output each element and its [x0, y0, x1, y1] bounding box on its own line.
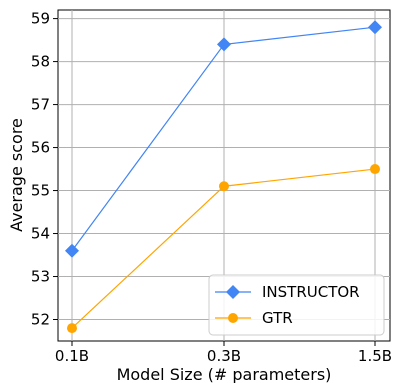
- data-point-gtr: [219, 181, 229, 192]
- legend-label-instructor: INSTRUCTOR: [262, 283, 360, 301]
- legend-label-gtr: GTR: [262, 309, 293, 327]
- legend-marker-gtr: [228, 313, 238, 323]
- y-tick-label: 57: [31, 96, 50, 114]
- x-axis-label: Model Size (# parameters): [117, 365, 332, 383]
- data-point-instructor: [217, 37, 231, 52]
- data-point-gtr: [67, 323, 77, 334]
- y-tick-label: 58: [31, 53, 50, 71]
- y-tick-label: 55: [31, 182, 50, 200]
- y-tick-label: 53: [31, 268, 50, 286]
- legend-marker-instructor: [226, 285, 240, 299]
- y-tick-label: 54: [31, 225, 50, 243]
- y-tick-label: 52: [31, 311, 50, 329]
- data-point-gtr: [370, 164, 380, 175]
- y-axis-label: Average score: [7, 118, 26, 232]
- legend-box: [208, 274, 385, 336]
- x-tick-label: 0.3B: [207, 347, 241, 365]
- axis-ticks: 52 53 54 55 56 57 58 59 0.1B 0.3B 1.5B: [31, 10, 392, 365]
- series-group: [65, 20, 382, 334]
- x-tick-label: 1.5B: [358, 347, 392, 365]
- y-tick-label: 56: [31, 139, 50, 157]
- y-tick-label: 59: [31, 10, 50, 28]
- legend: INSTRUCTOR GTR: [208, 274, 385, 336]
- data-point-instructor: [65, 243, 79, 258]
- data-point-instructor: [368, 20, 382, 35]
- x-tick-label: 0.1B: [55, 347, 89, 365]
